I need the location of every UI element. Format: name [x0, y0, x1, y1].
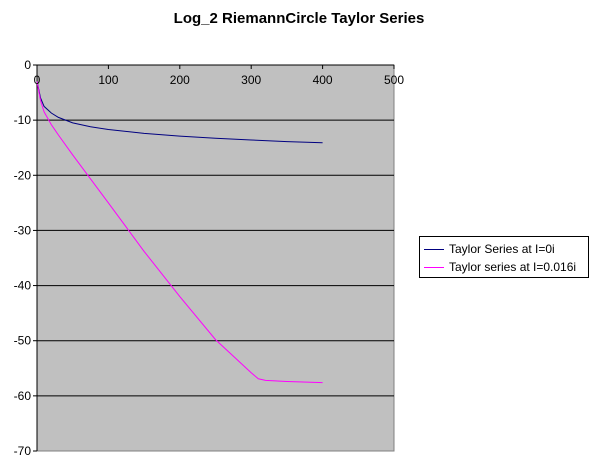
x-tick-label-5: 500 — [384, 73, 404, 87]
legend: Taylor Series at I=0i Taylor series at I… — [419, 236, 589, 278]
y-tick-label-1: -10 — [14, 113, 32, 127]
x-tick-label-4: 400 — [313, 73, 333, 87]
y-tick-label-3: -30 — [14, 223, 32, 237]
series-line-1 — [36, 81, 323, 384]
legend-swatch-1 — [424, 266, 444, 268]
chart-title: Log_2 RiemannCircle Taylor Series — [173, 10, 425, 27]
legend-label-0: Taylor Series at I=0i — [449, 242, 555, 256]
y-tick-label-6: -60 — [14, 389, 32, 403]
legend-label-1: Taylor series at I=0.016i — [449, 260, 577, 274]
tick-labels: 0 -10 -20 -30 -40 -50 -60 -70 0 100 200 300 400 500 — [14, 58, 405, 458]
x-tick-label-2: 200 — [170, 73, 190, 87]
plot-area — [36, 64, 395, 452]
axes — [33, 64, 395, 452]
y-tick-label-7: -70 — [14, 444, 32, 458]
legend-item-1: Taylor series at I=0.016i — [424, 259, 576, 275]
y-tick-label-0: 0 — [24, 58, 31, 72]
legend-item-0: Taylor Series at I=0i — [424, 241, 555, 257]
x-tick-label-1: 100 — [98, 73, 118, 87]
series-line-0 — [36, 81, 323, 144]
legend-swatch-0 — [424, 248, 444, 250]
x-tick-label-3: 300 — [241, 73, 261, 87]
y-tick-label-5: -50 — [14, 334, 32, 348]
series-lines — [36, 81, 323, 384]
y-tick-label-2: -20 — [14, 168, 32, 182]
grid-lines — [37, 119, 394, 397]
y-tick-label-4: -40 — [14, 279, 32, 293]
x-tick-label-0: 0 — [34, 73, 41, 87]
